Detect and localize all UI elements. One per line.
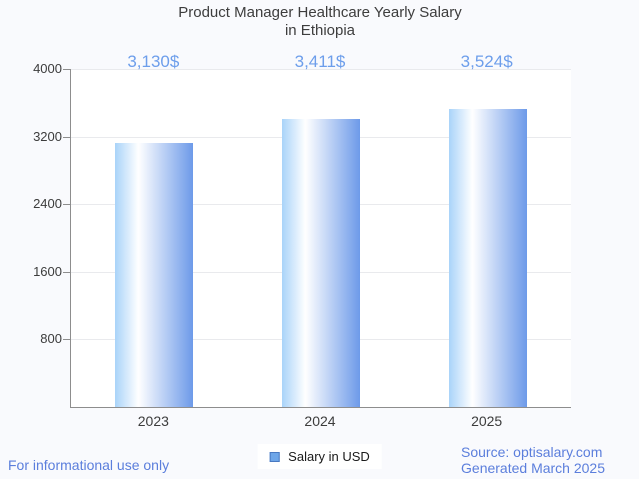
y-axis-label: 800 xyxy=(40,331,62,347)
value-label-2024: 3,411$ xyxy=(294,52,346,71)
x-axis-label-2025: 2025 xyxy=(471,413,503,429)
informational-note: For informational use only xyxy=(8,457,170,473)
chart-title: Product Manager Healthcare Yearly Salary… xyxy=(70,4,570,40)
y-axis-tick xyxy=(63,136,70,138)
x-axis-label-2023: 2023 xyxy=(137,413,169,429)
bar-2024[interactable] xyxy=(282,118,360,407)
y-axis-tick xyxy=(63,69,70,70)
chart-title-line2: in Ethiopia xyxy=(284,22,356,39)
bar-2023[interactable] xyxy=(115,142,194,407)
generated-date: Generated March 2025 xyxy=(461,460,605,476)
value-label-2023: 3,130$ xyxy=(127,52,180,71)
y-axis-tick xyxy=(63,339,70,341)
legend-swatch-icon xyxy=(269,451,280,462)
legend-label: Salary in USD xyxy=(288,449,370,464)
source-link[interactable]: Source: optisalary.com xyxy=(461,444,603,460)
y-axis-label: 4000 xyxy=(33,61,62,76)
y-axis-label: 3200 xyxy=(33,128,62,144)
gridline xyxy=(71,69,571,70)
source-block: Source: optisalary.com Generated March 2… xyxy=(461,444,605,476)
y-axis-label: 1600 xyxy=(33,263,62,279)
plot-area xyxy=(63,69,571,408)
y-axis-tick xyxy=(63,204,70,206)
y-axis-tick xyxy=(63,271,70,273)
chart-title-line1: Product Manager Healthcare Yearly Salary xyxy=(178,4,462,21)
value-label-2025: 3,524$ xyxy=(460,52,513,71)
chart-legend[interactable]: Salary in USD xyxy=(257,444,382,469)
y-axis-label: 2400 xyxy=(33,196,62,212)
x-axis-label-2024: 2024 xyxy=(304,413,336,429)
bar-2025[interactable] xyxy=(448,109,527,407)
